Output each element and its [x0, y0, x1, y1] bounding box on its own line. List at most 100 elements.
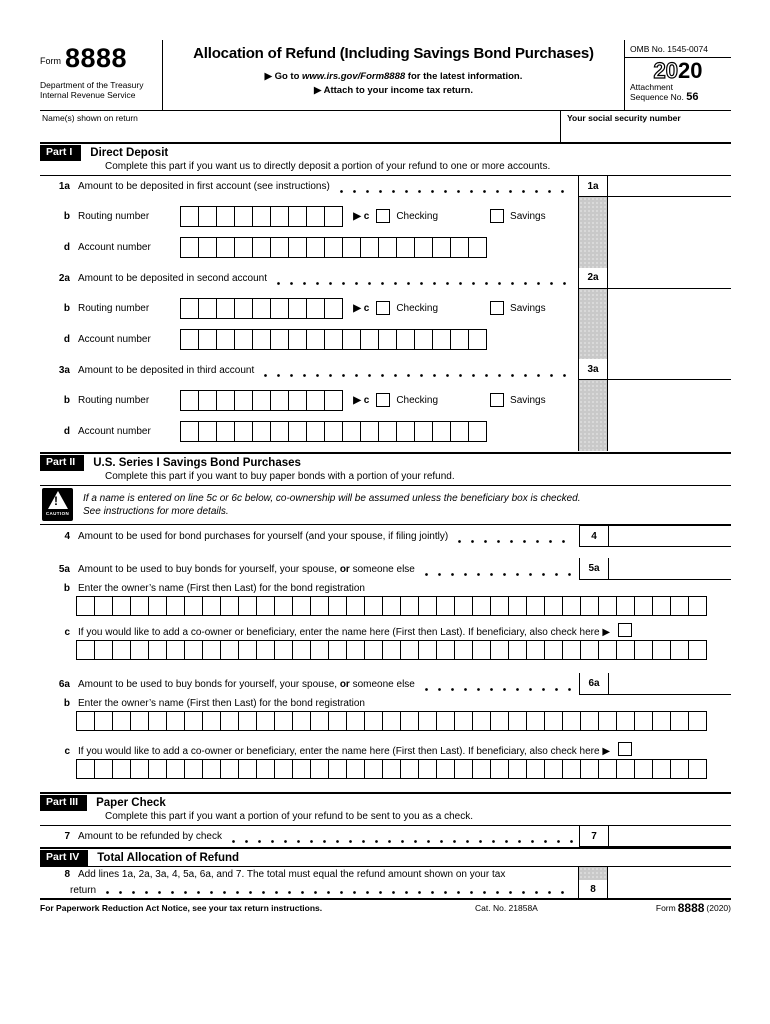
char-box[interactable]	[112, 759, 132, 779]
char-box[interactable]	[310, 759, 330, 779]
char-box[interactable]	[526, 759, 546, 779]
char-box[interactable]	[184, 596, 204, 616]
char-box[interactable]	[670, 711, 690, 731]
char-box[interactable]	[436, 711, 456, 731]
char-box[interactable]	[166, 640, 186, 660]
char-box[interactable]	[634, 640, 654, 660]
char-box[interactable]	[382, 759, 402, 779]
char-box[interactable]	[490, 711, 510, 731]
account-number-boxes-2[interactable]	[180, 328, 488, 350]
char-box[interactable]	[382, 640, 402, 660]
routing-number-boxes-2[interactable]	[180, 297, 344, 319]
char-box[interactable]	[180, 328, 200, 350]
char-box[interactable]	[432, 420, 452, 442]
char-box[interactable]	[418, 711, 438, 731]
char-box[interactable]	[112, 640, 132, 660]
char-box[interactable]	[544, 759, 564, 779]
char-box[interactable]	[342, 236, 362, 258]
char-box[interactable]	[184, 759, 204, 779]
char-box[interactable]	[454, 759, 474, 779]
char-box[interactable]	[238, 759, 258, 779]
char-box[interactable]	[238, 711, 258, 731]
char-box[interactable]	[180, 297, 200, 319]
char-box[interactable]	[580, 596, 600, 616]
char-box[interactable]	[432, 236, 452, 258]
char-box[interactable]	[652, 596, 672, 616]
char-box[interactable]	[468, 328, 488, 350]
char-box[interactable]	[652, 640, 672, 660]
char-box[interactable]	[328, 596, 348, 616]
char-box[interactable]	[346, 759, 366, 779]
char-box[interactable]	[598, 640, 618, 660]
char-box[interactable]	[508, 711, 528, 731]
char-box[interactable]	[634, 596, 654, 616]
char-box[interactable]	[198, 328, 218, 350]
char-box[interactable]	[396, 420, 416, 442]
char-box[interactable]	[324, 297, 344, 319]
char-box[interactable]	[450, 420, 470, 442]
char-box[interactable]	[472, 759, 492, 779]
ssn-field[interactable]: Your social security number	[560, 111, 731, 142]
char-box[interactable]	[270, 297, 290, 319]
char-box[interactable]	[616, 759, 636, 779]
char-box[interactable]	[324, 389, 344, 411]
char-box[interactable]	[94, 596, 114, 616]
char-box[interactable]	[270, 236, 290, 258]
char-box[interactable]	[130, 711, 150, 731]
char-box[interactable]	[76, 759, 96, 779]
char-box[interactable]	[288, 328, 308, 350]
char-box[interactable]	[252, 328, 272, 350]
char-box[interactable]	[616, 596, 636, 616]
char-box[interactable]	[306, 297, 326, 319]
char-box[interactable]	[310, 711, 330, 731]
char-box[interactable]	[220, 711, 240, 731]
char-box[interactable]	[670, 596, 690, 616]
char-box[interactable]	[364, 596, 384, 616]
char-box[interactable]	[450, 236, 470, 258]
char-box[interactable]	[364, 711, 384, 731]
char-box[interactable]	[130, 759, 150, 779]
char-box[interactable]	[274, 711, 294, 731]
char-box[interactable]	[382, 596, 402, 616]
char-box[interactable]	[328, 759, 348, 779]
char-box[interactable]	[274, 640, 294, 660]
amount-6a-field[interactable]	[609, 673, 731, 694]
amount-1a-field[interactable]	[608, 176, 731, 196]
char-box[interactable]	[670, 759, 690, 779]
char-box[interactable]	[652, 711, 672, 731]
char-box[interactable]	[454, 640, 474, 660]
char-box[interactable]	[288, 420, 308, 442]
beneficiary-checkbox-6c[interactable]	[618, 742, 633, 756]
char-box[interactable]	[346, 640, 366, 660]
char-box[interactable]	[198, 420, 218, 442]
char-box[interactable]	[234, 205, 254, 227]
char-box[interactable]	[216, 236, 236, 258]
char-box[interactable]	[148, 711, 168, 731]
char-box[interactable]	[562, 711, 582, 731]
char-box[interactable]	[256, 759, 276, 779]
char-box[interactable]	[688, 596, 708, 616]
char-box[interactable]	[234, 420, 254, 442]
char-box[interactable]	[508, 596, 528, 616]
amount-4-field[interactable]	[609, 526, 731, 546]
char-box[interactable]	[198, 205, 218, 227]
char-box[interactable]	[252, 389, 272, 411]
char-box[interactable]	[562, 759, 582, 779]
char-box[interactable]	[472, 596, 492, 616]
char-box[interactable]	[450, 328, 470, 350]
char-box[interactable]	[220, 596, 240, 616]
char-box[interactable]	[252, 420, 272, 442]
char-box[interactable]	[400, 711, 420, 731]
char-box[interactable]	[94, 640, 114, 660]
char-box[interactable]	[270, 389, 290, 411]
char-box[interactable]	[216, 205, 236, 227]
char-box[interactable]	[508, 640, 528, 660]
char-box[interactable]	[364, 640, 384, 660]
char-box[interactable]	[180, 389, 200, 411]
char-box[interactable]	[580, 711, 600, 731]
char-box[interactable]	[396, 328, 416, 350]
routing-number-boxes-1[interactable]	[180, 205, 344, 227]
char-box[interactable]	[342, 420, 362, 442]
char-box[interactable]	[688, 640, 708, 660]
routing-number-boxes-3[interactable]	[180, 389, 344, 411]
